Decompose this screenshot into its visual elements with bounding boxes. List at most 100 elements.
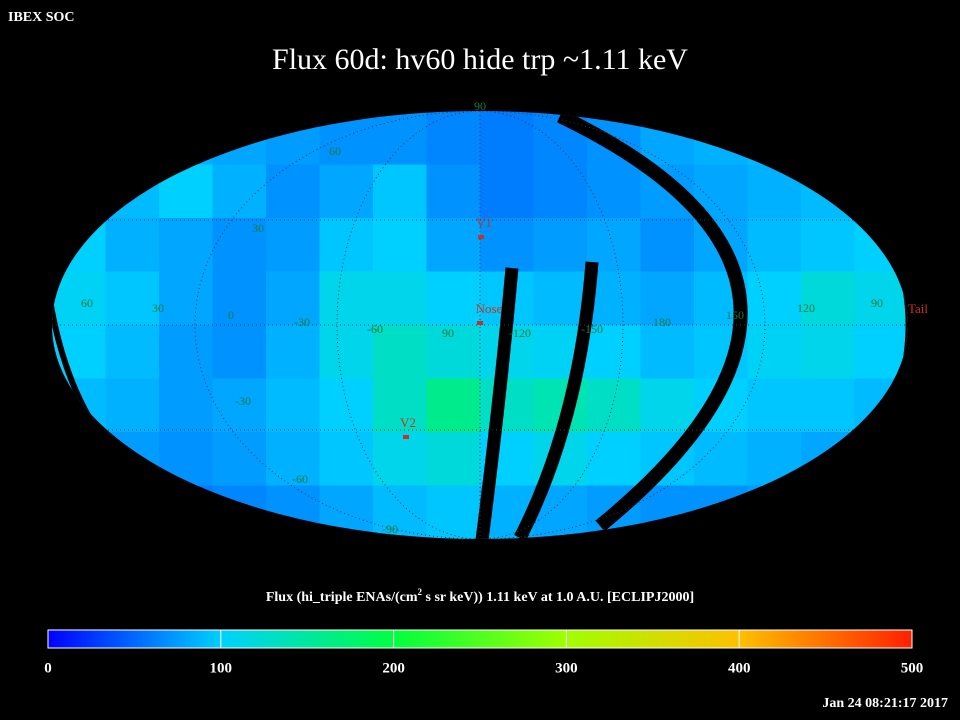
flux-cell [426,111,481,165]
flux-cell [319,164,374,219]
grid-label: 150 [726,308,744,322]
chart-title: Flux 60d: hv60 hide trp ~1.11 keV [272,43,688,76]
grid-label: -150 [581,322,603,336]
flux-cell [694,432,748,486]
flux-cell [52,432,106,486]
flux-cell [426,325,481,379]
flux-cell [266,218,320,272]
colorbar-label: Flux (hi_triple ENAs/(cm2 s sr keV)) 1.1… [266,587,694,605]
grid-label: 90 [871,296,883,310]
grid-label: -120 [509,326,531,340]
flux-cell [747,218,802,272]
flux-cell [801,111,855,165]
flux-cell [747,111,802,165]
header: IBEX SOC [8,10,75,25]
grid-label: 60 [329,144,341,158]
flux-cell [266,111,320,165]
colorbar [47,629,913,649]
flux-cell [105,432,160,486]
flux-cell [373,485,427,539]
flux-cell [747,325,802,379]
grid-label: -90 [382,522,398,536]
flux-cell [854,218,908,272]
flux-cell [105,325,160,379]
flux-cell [480,218,534,272]
marker-dot [477,321,483,325]
flux-cell [533,218,588,272]
marker-label: Tail [908,301,928,316]
grid-label: 30 [252,221,264,235]
flux-cell [854,485,908,539]
flux-cell [105,164,160,219]
flux-cell [159,325,213,379]
flux-cell [159,164,213,219]
grid-label: 0 [228,308,234,322]
flux-cell [854,378,908,433]
flux-cell [801,432,855,486]
grid-label: 30 [152,301,164,315]
flux-cell [747,164,802,219]
marker-label: V2 [400,415,416,430]
flux-cell [373,432,427,486]
marker-label: V1 [476,215,492,230]
flux-cell [640,325,695,379]
colorbar-tick-label: 100 [210,660,233,676]
flux-cell [266,325,320,379]
flux-cell [52,378,106,433]
flux-cell [212,111,267,165]
flux-cell [640,218,695,272]
flux-cell [266,378,320,433]
flux-cell [105,378,160,433]
grid-label: -30 [235,394,251,408]
flux-cell [212,164,267,219]
flux-cell [373,218,427,272]
flux-cell [426,378,481,433]
flux-cell [212,485,267,539]
flux-cell [854,111,908,165]
flux-cell [694,111,748,165]
flux-cell [266,271,320,326]
grid-label: 90 [474,99,486,113]
flux-cell [212,325,267,379]
flux-cell [587,325,641,379]
timestamp: Jan 24 08:21:17 2017 [822,696,948,711]
grid-label: -60 [367,322,383,336]
flux-cell [587,164,641,219]
flux-cell [747,485,802,539]
flux-cell [854,164,908,219]
colorbar-tick-label: 0 [44,660,52,676]
flux-cell [694,485,748,539]
flux-cell [640,271,695,326]
flux-cell [480,164,534,219]
flux-cell [105,218,160,272]
sky-map [52,111,908,539]
flux-cell [426,164,481,219]
flux-cell [426,218,481,272]
flux-cell [801,485,855,539]
flux-cell [801,378,855,433]
flux-cell [52,111,106,165]
flux-cell [426,485,481,539]
flux-cell [105,271,160,326]
colorbar-tick-label: 500 [901,660,924,676]
flux-cell [640,378,695,433]
flux-cell [319,111,374,165]
grid-label: 90 [442,326,454,340]
flux-cell [640,111,695,165]
grid-label: -60 [292,472,308,486]
flux-cell [105,111,160,165]
colorbar-tick-label: 200 [382,660,405,676]
flux-cell [640,485,695,539]
flux-cell [266,164,320,219]
flux-cell [854,325,908,379]
flux-cell [480,378,534,433]
flux-cell [159,432,213,486]
flux-cell [52,271,106,326]
label-part: s sr keV)) 1.11 keV at 1.0 A.U. [ECLIPJ2… [422,590,694,605]
colorbar-tick-label: 400 [728,660,751,676]
marker-dot [478,235,484,239]
flux-cell [801,325,855,379]
flux-cell [52,218,106,272]
colorbar-tick-label: 300 [555,660,578,676]
